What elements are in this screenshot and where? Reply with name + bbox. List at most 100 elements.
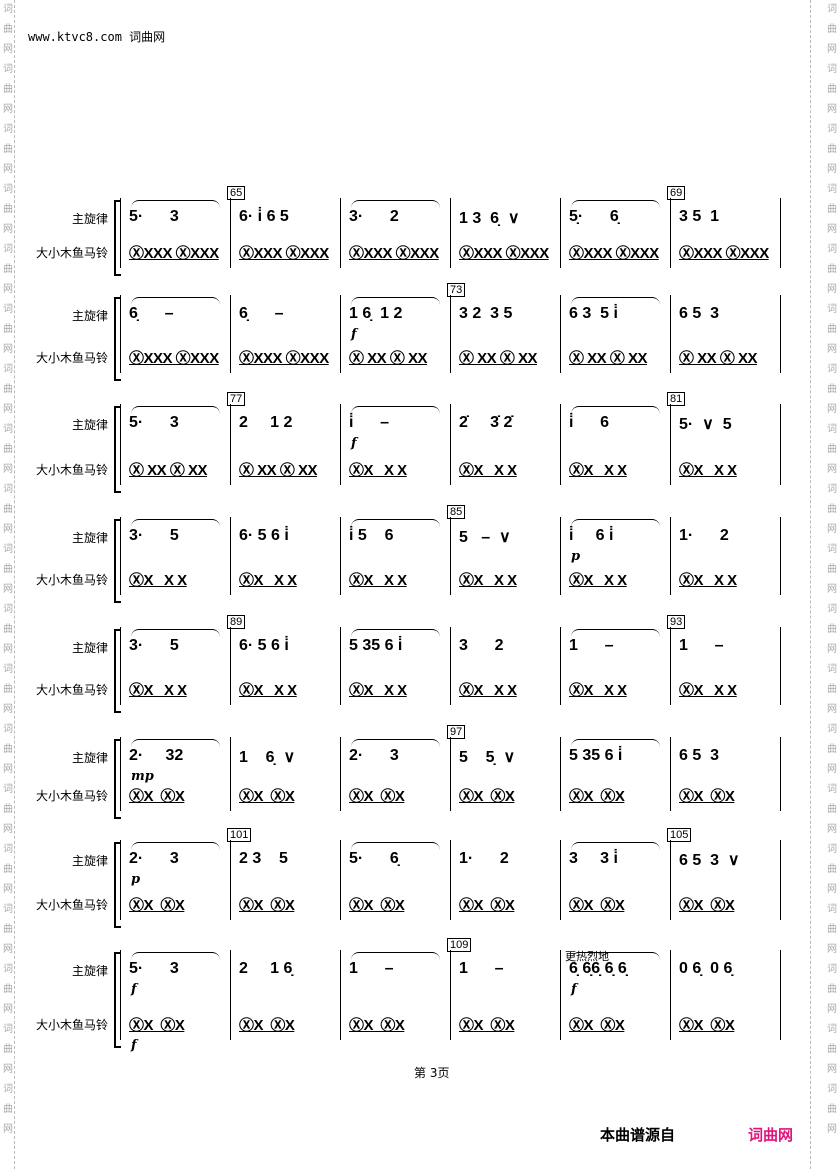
percussion-label: 大小木鱼马铃 [35, 898, 108, 912]
measure: 5· ∨ 5 ⓍX X X 81 [667, 392, 781, 485]
slur [351, 842, 440, 851]
watermark: 词曲网 [827, 904, 837, 955]
measure: 3 2 3 5 Ⓧ XX Ⓧ XX 73 [447, 283, 561, 373]
watermark: 词曲网 [3, 364, 13, 415]
watermark: 词曲网 [3, 484, 13, 535]
measure: 6̣ 6̣6̣ 6̣ 6̣ ⓍX ⓍX f 更热烈地 [561, 950, 671, 1040]
percussion-label: 大小木鱼马铃 [35, 789, 108, 803]
slur [571, 406, 660, 415]
melody-notes: 5 35 6 i̇ [569, 747, 623, 764]
measures-row: 5· 3 ⓍXXX ⓍXXX 6· i̇ 6 5 ⓍXXX ⓍXXX 65 3· 2 ⓍXX… [120, 186, 781, 268]
melody-notes: 2 1 6̣ [239, 960, 293, 977]
dynamic-mark: p [571, 549, 581, 564]
percussion-label: 大小木鱼马铃 [35, 351, 108, 365]
melody-notes: 1· 2 [459, 850, 509, 867]
melody-label: 主旋律 [71, 418, 108, 432]
measure: 5 35 6 i̇ ⓍX X X [341, 627, 451, 705]
measure: 2· 3 ⓍX ⓍX [341, 737, 451, 811]
watermark: 词曲网 [3, 4, 13, 55]
watermark: 词曲网 [827, 724, 837, 775]
melody-notes: 5 – ∨ [459, 529, 511, 546]
melody-notes: 3 3 i̇ [569, 850, 618, 867]
page-number: 第 3页 [414, 1066, 450, 1080]
percussion-notes: ⓍX ⓍX [349, 1017, 405, 1034]
rehearsal-mark: 105 [667, 828, 692, 842]
measure: 3· 5 ⓍX X X [121, 627, 231, 705]
measure: 1 6̣ 1 2 Ⓧ XX Ⓧ XX f [341, 295, 451, 373]
percussion-notes: ⓍX X X [569, 462, 627, 479]
watermark: 词曲网 [3, 724, 13, 775]
dynamic-mark: mp [131, 769, 154, 784]
system-bracket [114, 952, 121, 1048]
watermark: 词曲网 [3, 124, 13, 175]
slur [131, 952, 220, 961]
watermark: 词曲网 [827, 364, 837, 415]
measure: 6 3 5 i̇ Ⓧ XX Ⓧ XX [561, 295, 671, 373]
measure: 5· 6̣ ⓍX ⓍX [341, 840, 451, 920]
percussion-notes: ⓍX ⓍX [569, 897, 625, 914]
measure: 1 3 6̣ ∨ ⓍXXX ⓍXXX [451, 198, 561, 268]
slur [571, 952, 660, 961]
percussion-notes: ⓍX ⓍX [459, 897, 515, 914]
measure: 2 1 6̣ ⓍX ⓍX [231, 950, 341, 1040]
percussion-notes: Ⓧ XX Ⓧ XX [569, 350, 648, 367]
melody-notes: 1 – [459, 960, 504, 977]
melody-notes: 2̇ 3̇ 2̇ [459, 414, 513, 431]
measure: 6 5 3 ⓍX ⓍX [671, 737, 781, 811]
melody-notes: 0 6̣ 0 6̣ [679, 960, 733, 977]
melody-notes: 1 6̣ ∨ [239, 749, 296, 766]
measure: 5 35 6 i̇ ⓍX ⓍX [561, 737, 671, 811]
watermark: 词曲网 [827, 484, 837, 535]
measure: 5̣· 6̣ ⓍXXX ⓍXXX [561, 198, 671, 268]
site-header: www.ktvc8.com 词曲网 [28, 30, 166, 44]
measure: 1 – ⓍX ⓍX 109 [447, 938, 561, 1040]
melody-notes: 2· 32 [129, 747, 184, 764]
watermark: 词曲网 [3, 604, 13, 655]
percussion-notes: Ⓧ XX Ⓧ XX [129, 462, 208, 479]
melody-notes: 5 5̣ ∨ [459, 749, 516, 766]
measure: 6 5 3 ∨ ⓍX ⓍX 105 [667, 828, 781, 920]
slur [571, 739, 660, 748]
percussion-notes: ⓍX X X [129, 682, 187, 699]
melody-notes: 6 3 5 i̇ [569, 305, 618, 322]
measure: 3· 2 ⓍXXX ⓍXXX [341, 198, 451, 268]
slur [351, 297, 440, 306]
measure: 5· 3 ⓍXXX ⓍXXX [121, 198, 231, 268]
melody-label: 主旋律 [71, 212, 108, 226]
melody-label: 主旋律 [71, 964, 108, 978]
watermark: 词曲网 [827, 64, 837, 115]
melody-notes: 6 5 3 [679, 747, 720, 764]
rehearsal-mark: 93 [667, 615, 686, 629]
watermark: 词曲网 [827, 1024, 837, 1075]
melody-notes: i̇ 5 6 [349, 527, 394, 544]
watermark: 词曲网 [3, 184, 13, 235]
watermark: 词曲网 [827, 124, 837, 175]
system-bracket [114, 406, 121, 493]
measure: 2̇ 3̇ 2̇ ⓍX X X [451, 404, 561, 485]
percussion-label: 大小木鱼马铃 [35, 463, 108, 477]
melody-notes: 5· 3 [129, 414, 179, 431]
watermark: 词曲网 [827, 304, 837, 355]
measures-row: 2· 3 ⓍX ⓍX p 2 3 5 ⓍX ⓍX 101 5· 6̣ ⓍX ⓍX 1· 2 ⓍX … [120, 828, 781, 920]
melody-notes: 3 2 [459, 637, 504, 654]
percussion-notes: ⓍX ⓍX [679, 1017, 735, 1034]
percussion-notes: ⓍX ⓍX [349, 788, 405, 805]
slur [351, 952, 440, 961]
slur [131, 200, 220, 209]
measure: 3 5 1 ⓍXXX ⓍXXX 69 [667, 186, 781, 268]
percussion-label: 大小木鱼马铃 [35, 1018, 108, 1032]
brand-logo-text[interactable]: 词曲网 [748, 1126, 794, 1144]
slur [571, 519, 660, 528]
melody-notes: 5· ∨ 5 [679, 416, 732, 433]
measure: i̇ – ⓍX X X f [341, 404, 451, 485]
percussion-notes: ⓍX X X [569, 682, 627, 699]
percussion-dynamic-mark: f [131, 1038, 137, 1053]
melody-notes: i̇ 6 i̇ [569, 527, 614, 544]
percussion-notes: ⓍX ⓍX [129, 897, 185, 914]
watermark: 词曲网 [3, 424, 13, 475]
watermark: 词曲网 [827, 1084, 837, 1135]
melody-notes: 1 – [349, 960, 394, 977]
watermark: 词曲网 [3, 64, 13, 115]
measure: 6̣ – ⓍXXX ⓍXXX [121, 295, 231, 373]
melody-notes: 3· 5 [129, 527, 179, 544]
